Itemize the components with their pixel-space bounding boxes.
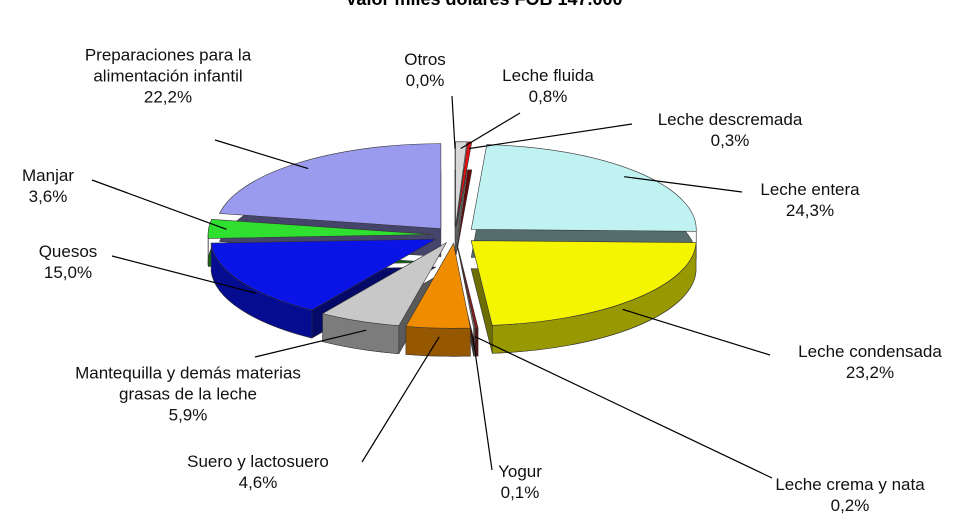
- slice-label: Quesos 15,0%: [13, 241, 123, 283]
- leader-line: [214, 139, 309, 170]
- label-name: Preparaciones para la alimentación infan…: [84, 45, 252, 86]
- slice: [321, 241, 448, 327]
- slice: [207, 219, 434, 239]
- slice-label: Mantequilla y demás materias grasas de l…: [73, 363, 303, 426]
- slice-label: Leche crema y nata 0,2%: [765, 474, 935, 516]
- label-value: 15,0%: [43, 263, 93, 282]
- slice: [219, 143, 442, 229]
- label-name: Mantequilla y demás materias grasas de l…: [75, 363, 301, 404]
- label-value: 0,3%: [710, 131, 750, 150]
- leader-line: [468, 123, 633, 150]
- label-name: Leche entera: [760, 180, 860, 199]
- slice: [210, 238, 437, 311]
- leader-line: [451, 95, 456, 149]
- slice: [455, 141, 468, 227]
- label-name: Manjar: [22, 166, 74, 185]
- label-value: 24,3%: [785, 201, 835, 220]
- slice-group: [470, 144, 697, 260]
- leader-line: [91, 179, 227, 230]
- label-name: Leche descremada: [657, 110, 803, 129]
- label-name: Leche condensada: [798, 342, 942, 361]
- label-value: 0,0%: [405, 71, 445, 90]
- label-value: 0,2%: [830, 496, 870, 515]
- leader-line: [111, 255, 257, 294]
- label-name: Suero y lactosuero: [187, 452, 329, 471]
- label-name: Quesos: [38, 242, 98, 261]
- slice-bottom: [456, 169, 473, 255]
- slice-label: Manjar 3,6%: [8, 165, 88, 207]
- slice-label: Preparaciones para la alimentación infan…: [83, 45, 253, 108]
- slice-group: [470, 240, 697, 354]
- slice-label: Yogur 0,1%: [480, 461, 560, 503]
- leader-line: [624, 176, 743, 193]
- leader-line: [622, 308, 771, 356]
- label-value: 22,2%: [143, 87, 193, 107]
- label-value: 0,8%: [528, 87, 568, 106]
- slice-side: [405, 326, 471, 357]
- slice-label: Leche fluida 0,8%: [473, 65, 623, 107]
- slice: [470, 144, 697, 232]
- leader-line: [361, 336, 440, 463]
- label-value: 23,2%: [845, 363, 895, 382]
- slice-label: Leche entera 24,3%: [730, 179, 890, 221]
- slice-group: [455, 141, 468, 255]
- label-name: Otros: [404, 50, 446, 69]
- slice-label: Otros 0,0%: [380, 49, 470, 91]
- slice: [456, 243, 476, 329]
- leader-line: [472, 336, 493, 471]
- slice: [405, 242, 471, 329]
- label-value: 0,1%: [500, 483, 540, 502]
- slice-group: [405, 242, 471, 357]
- label-name: Leche fluida: [502, 66, 594, 85]
- leader-line: [460, 112, 521, 150]
- label-value: 3,6%: [28, 187, 68, 206]
- label-name: Leche crema y nata: [775, 475, 925, 494]
- slice-label: Leche condensada 23,2%: [770, 341, 968, 383]
- label-value: 4,6%: [238, 473, 278, 492]
- slice: [470, 240, 697, 326]
- leader-line: [254, 329, 367, 358]
- leader-line: [474, 336, 773, 479]
- label-value: 5,9%: [168, 405, 208, 425]
- slice-label: Leche descremada 0,3%: [620, 109, 840, 151]
- label-name: Yogur: [498, 462, 542, 481]
- slice-label: Suero y lactosuero 4,6%: [158, 451, 358, 493]
- chart-title: Valor miles dólares FOB 147.000: [345, 0, 622, 10]
